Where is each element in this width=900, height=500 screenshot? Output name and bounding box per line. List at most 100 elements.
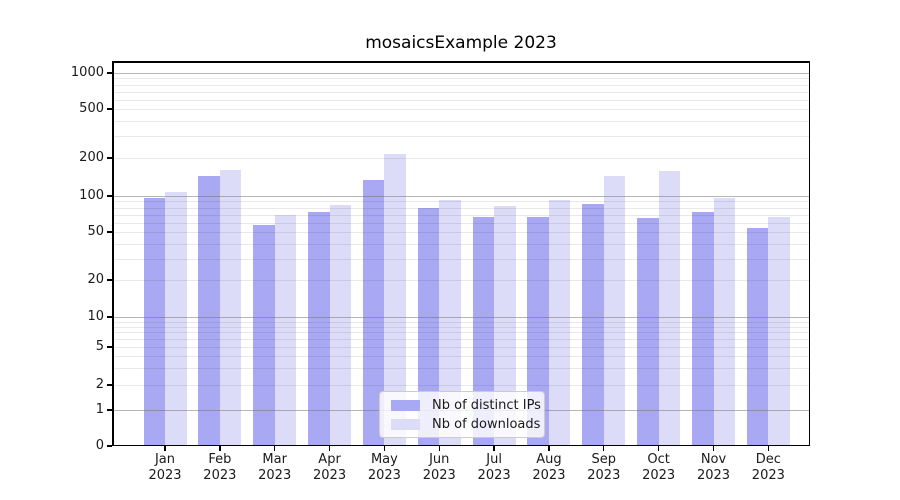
bar-nb-of-downloads-oct (658, 170, 681, 446)
x-tick-month: Jul (486, 452, 502, 467)
y-tick-mark (107, 346, 112, 348)
spine-left (112, 61, 114, 446)
gridline-minor (112, 78, 810, 80)
bar-nb-of-distinct-ips-may (362, 179, 385, 446)
x-tick-mark (274, 446, 276, 451)
chart-title: mosaicsExample 2023 (365, 33, 557, 53)
x-tick-mark (548, 446, 550, 451)
gridline-minor (112, 326, 810, 328)
bar-nb-of-distinct-ips-oct (637, 218, 659, 446)
gridline-minor (112, 201, 810, 203)
x-tick-year: 2023 (422, 468, 456, 483)
x-tick-year: 2023 (258, 468, 292, 483)
x-tick-month: May (370, 452, 398, 467)
gridline-minor (112, 339, 810, 341)
x-tick-label-jul: Jul 2023 (459, 452, 529, 484)
x-tick-label-jun: Jun 2023 (404, 452, 474, 484)
x-tick-mark (603, 446, 605, 451)
x-tick-mark (438, 446, 440, 451)
y-tick-mark (107, 384, 112, 386)
y-tick-label: 50 (87, 224, 104, 239)
x-tick-year: 2023 (751, 468, 785, 483)
gridline-minor (112, 232, 810, 233)
bar-nb-of-distinct-ips-apr (308, 212, 330, 446)
x-tick-month: Sep (591, 452, 617, 467)
x-tick-label-mar: Mar 2023 (240, 452, 310, 484)
gridline-major (112, 73, 810, 74)
plot-area: Nb of distinct IPs Nb of downloads (112, 61, 810, 446)
x-tick-label-sep: Sep 2023 (569, 452, 639, 484)
x-tick-label-dec: Dec 2023 (733, 452, 803, 484)
legend-label: Nb of distinct IPs (432, 397, 541, 413)
gridline-minor (112, 258, 810, 260)
x-tick-month: Oct (647, 452, 670, 467)
x-tick-year: 2023 (696, 468, 731, 483)
gridline-minor (112, 120, 810, 122)
bar-nb-of-distinct-ips-aug (527, 216, 549, 446)
x-tick-month: Apr (318, 452, 341, 467)
gridline-minor (112, 321, 810, 323)
x-tick-label-oct: Oct 2023 (624, 452, 694, 484)
bar-nb-of-downloads-jul (494, 206, 516, 446)
bar-nb-of-distinct-ips-sep (582, 204, 604, 446)
legend-row: Nb of distinct IPs (380, 398, 544, 413)
gridline-minor (112, 243, 810, 245)
x-tick-label-apr: Apr 2023 (295, 452, 365, 484)
x-tick-mark (219, 446, 221, 451)
bar-nb-of-downloads-may (384, 154, 406, 446)
gridline-minor (112, 356, 810, 358)
bar-nb-of-downloads-dec (768, 216, 790, 446)
bar-nb-of-downloads-feb (219, 170, 242, 446)
x-tick-year: 2023 (477, 468, 511, 483)
x-tick-year: 2023 (203, 468, 237, 483)
x-tick-month: Dec (755, 452, 781, 467)
gridline-major (112, 196, 810, 197)
x-tick-year: 2023 (587, 468, 621, 483)
bar-nb-of-downloads-aug (548, 199, 571, 446)
y-tick-mark (107, 195, 112, 197)
legend-label: Nb of downloads (432, 416, 541, 432)
x-tick-mark (493, 446, 495, 451)
gridline-minor (112, 91, 810, 93)
bar-nb-of-distinct-ips-mar (253, 225, 275, 446)
spine-right (808, 61, 810, 446)
x-tick-label-aug: Aug 2023 (514, 452, 584, 484)
y-tick-label: 0 (95, 438, 104, 453)
x-tick-label-feb: Feb 2023 (185, 452, 255, 484)
y-tick-mark (107, 231, 112, 233)
y-tick-mark (107, 279, 112, 281)
x-tick-label-may: May 2023 (349, 452, 419, 484)
gridline-minor (112, 332, 810, 334)
y-tick-label: 20 (87, 272, 104, 287)
bar-nb-of-downloads-apr (329, 205, 352, 446)
bar-nb-of-distinct-ips-jul (472, 216, 495, 446)
bar-nb-of-downloads-mar (274, 214, 297, 446)
y-tick-label: 2 (95, 377, 104, 392)
x-tick-month: Feb (208, 452, 232, 467)
y-tick-label: 1000 (70, 65, 104, 80)
y-tick-mark (107, 108, 112, 110)
bar-nb-of-downloads-jun (439, 199, 461, 446)
gridline-minor (112, 207, 810, 209)
legend: Nb of distinct IPs Nb of downloads (379, 391, 545, 438)
x-tick-month: Jan (154, 452, 176, 467)
x-tick-label-jan: Jan 2023 (130, 452, 200, 484)
gridline-minor (112, 368, 810, 370)
bar-nb-of-downloads-nov (713, 197, 735, 446)
gridline-minor (112, 109, 810, 110)
y-tick-label: 10 (87, 309, 104, 324)
bar-nb-of-distinct-ips-dec (746, 228, 769, 446)
y-tick-mark (107, 72, 112, 74)
legend-swatch-icon (391, 399, 420, 411)
y-tick-mark (107, 157, 112, 159)
x-tick-month: Jun (429, 452, 450, 467)
bar-nb-of-distinct-ips-jun (417, 208, 440, 446)
x-tick-mark (712, 446, 715, 451)
x-tick-mark (328, 446, 331, 451)
bar-nb-of-distinct-ips-nov (692, 211, 714, 446)
spine-bottom (112, 444, 810, 446)
y-tick-mark (107, 445, 112, 447)
y-tick-label: 500 (79, 101, 104, 116)
gridline-major (112, 317, 810, 318)
